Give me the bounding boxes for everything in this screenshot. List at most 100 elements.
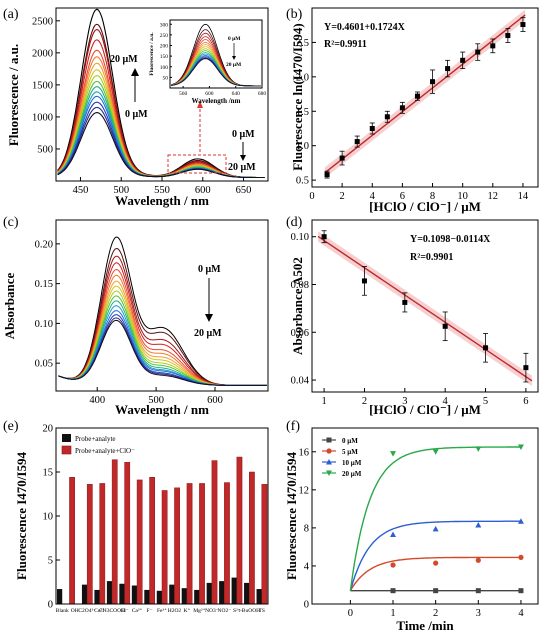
chart-e-ticks: 0 5 10 15 20	[43, 424, 60, 611]
chart-a-arrowhead	[131, 68, 139, 76]
bar-probe	[194, 589, 200, 604]
panel-label-f: (f)	[286, 419, 300, 434]
inset-spectra	[171, 23, 261, 87]
data-point	[520, 22, 526, 28]
chart-b-ticks: 0 2 4 6 8 10 12 14 0.5 1.0 1.5 2.0 2.5	[296, 38, 529, 202]
bar-probe-clo	[161, 490, 168, 605]
bar-probe	[94, 589, 100, 604]
series-marker	[517, 444, 524, 451]
chart-a-right-bottom-label: 20 μM	[228, 162, 256, 173]
chart-e-ytick-label: 5	[48, 556, 53, 567]
pb-ytick-label: 1.0	[296, 141, 309, 152]
data-point	[321, 234, 327, 240]
category-label: Ca²⁺	[132, 608, 143, 614]
category-label: TS	[259, 608, 265, 614]
chart-c-xtick-label: 600	[207, 395, 223, 406]
inset-arrowhead	[232, 56, 236, 60]
chart-b: 0 2 4 6 8 10 12 14 0.5 1.0 1.5 2.0 2.5 Y=0.4601+0.17…	[290, 7, 539, 214]
data-point	[523, 365, 529, 371]
chart-c-xtick-label: 500	[148, 395, 164, 406]
chart-a-zoom-box	[167, 154, 227, 174]
inset-ytick-label: 200	[160, 44, 169, 50]
chart-d-r2: R²=0.9901	[410, 252, 453, 263]
pb-xtick-label: 12	[488, 191, 499, 202]
series-marker	[433, 588, 439, 594]
bar-probe	[56, 589, 63, 604]
inset-xtick-label: 680	[258, 91, 267, 97]
legend-label: 10 μM	[342, 459, 362, 467]
series-marker	[326, 437, 332, 443]
series-marker	[475, 557, 481, 563]
chart-f-xtick-label: 2	[433, 608, 438, 619]
pb-xtick-label: 8	[430, 191, 435, 202]
inset-label-bottom: 20 μM	[226, 62, 242, 68]
bar-probe	[206, 582, 212, 604]
pb-fit-line	[324, 14, 526, 174]
bar-probe	[131, 585, 138, 604]
chart-c-ytick-label: 0.10	[35, 319, 53, 330]
chart-b-ylabel: Fluorescence ln(I470/I594)	[290, 23, 305, 170]
pb-xtick-label: 14	[518, 191, 529, 202]
data-point	[361, 278, 367, 284]
inset-ytick-label: 250	[160, 33, 169, 39]
data-point	[339, 155, 345, 161]
category-label: H2O2	[168, 608, 182, 614]
chart-f-xtick-label: 4	[518, 608, 524, 619]
bar-probe-clo	[86, 484, 93, 605]
chart-c-ytick-label: 0.20	[35, 239, 53, 250]
bar-probe-clo	[99, 483, 106, 605]
chart-d-ylabel: Absorbance A502	[290, 257, 305, 355]
series-marker	[390, 588, 396, 594]
chart-a-right-top-label: 0 μM	[232, 129, 255, 140]
chart-b-points	[324, 17, 526, 179]
category-label: Cl⁻	[121, 608, 129, 614]
bar-probe	[106, 581, 113, 604]
bar-probe	[181, 588, 187, 604]
chart-d-xlabel: [HClO / ClO⁻] / μM	[369, 402, 481, 417]
pd-ytick-label: 0.08	[291, 280, 309, 291]
category-label: S²⁻	[233, 608, 241, 614]
data-point	[354, 139, 360, 145]
series-marker	[518, 588, 524, 594]
data-point	[460, 57, 466, 63]
chart-e-ytick-label: 10	[43, 512, 54, 523]
bar-probe-clo	[261, 484, 268, 605]
inset-xtick-label: 560	[179, 91, 188, 97]
category-label: Co²⁺	[94, 608, 105, 614]
legend-label-probe: Probe+analyte	[75, 435, 116, 443]
series-line	[349, 556, 521, 592]
inset-ylabel: Fluorescence / a.u.	[149, 32, 155, 76]
chart-a-ytick-label: 500	[37, 144, 53, 155]
legend-label-probe-clo: Probe+analyte+ClO⁻	[75, 447, 135, 455]
chart-c-ytick-label: 0.05	[35, 359, 53, 370]
bar-probe	[169, 584, 175, 604]
chart-a-spectra	[57, 8, 265, 179]
category-label: Fe³⁺	[157, 608, 167, 614]
series-marker	[518, 554, 524, 560]
inset-ticks: 560 600 640 680 50 100 150 200 250 300	[160, 22, 267, 97]
series-marker	[390, 531, 397, 538]
category-label: K⁺	[184, 608, 191, 614]
series-line	[349, 446, 521, 591]
inset-ytick-label: 100	[160, 65, 169, 71]
legend-label: 5 μM	[342, 448, 358, 456]
pb-xtick-label: 10	[457, 191, 468, 202]
category-label: NO3⁻	[205, 608, 219, 614]
panel-label-b: (b)	[286, 7, 303, 22]
chart-c: 400 500 600 0.05 0.10 0.15 0.20 0 μM 20 μM Wav…	[2, 219, 269, 417]
pd-ytick-label: 0.04	[291, 376, 310, 387]
category-label: CH3COOH	[99, 608, 125, 614]
chart-c-xtick-label: 400	[89, 395, 105, 406]
data-point	[399, 105, 405, 111]
bar-probe	[156, 590, 162, 604]
chart-a-right-arrowhead	[240, 155, 246, 161]
panel-label-e: (e)	[3, 419, 19, 434]
pb-xtick-label: 2	[340, 191, 345, 202]
bar-probe	[256, 589, 262, 604]
chart-c-ylabel: Absorbance	[2, 273, 17, 340]
pb-ytick-label: 0.5	[296, 176, 309, 187]
chart-b-r2: R²=0.9911	[324, 39, 367, 50]
